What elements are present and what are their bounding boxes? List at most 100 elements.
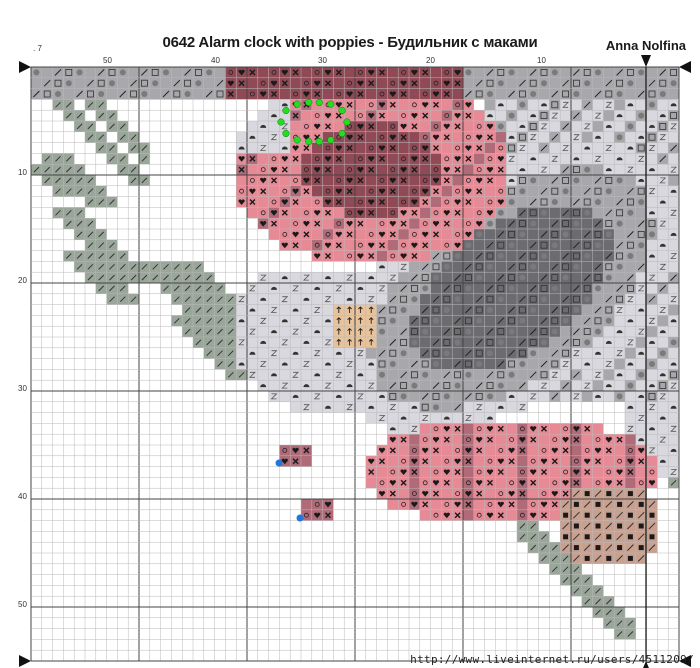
stitch-cell [657, 337, 669, 348]
stitch-symbol-drop [336, 91, 342, 97]
stitch-symbol-heart [303, 177, 310, 184]
stitch-cell [355, 358, 366, 370]
stitch-symbol-cross [422, 501, 429, 508]
stitch-cell [214, 67, 226, 78]
stitch-cell [398, 142, 409, 154]
stitch-symbol-dot [530, 220, 537, 227]
stitch-symbol-heart [454, 156, 461, 162]
stitch-symbol-dome [659, 416, 666, 420]
stitch-cell [538, 347, 550, 359]
stitch-cell [301, 326, 312, 337]
stitch-cell [495, 391, 507, 402]
stitch-symbol-heart [270, 210, 278, 216]
stitch-symbol-heart [443, 80, 450, 87]
stitch-cell [409, 445, 420, 456]
stitch-symbol-dot [616, 134, 623, 141]
stitch-symbol-heart [400, 210, 407, 216]
stitch-symbol-square [540, 69, 548, 76]
stitch-cell [506, 401, 517, 413]
stitch-symbol-slash [475, 382, 483, 389]
stitch-symbol-slash [562, 209, 569, 217]
stitch-symbol-dot [487, 220, 493, 227]
stitch-symbol-slash [76, 220, 83, 227]
stitch-symbol-dot [670, 80, 677, 87]
stitch-cell [646, 261, 658, 273]
stitch-cell [668, 261, 679, 273]
stitch-symbol-drop [249, 177, 255, 183]
stitch-symbol-drop [444, 113, 450, 118]
stitch-cell [301, 509, 312, 521]
stitch-cell [452, 347, 463, 359]
stitch-cell [527, 250, 539, 262]
stitch-symbol-cross [476, 188, 483, 195]
stitch-cell [549, 337, 561, 348]
stitch-symbol-square [605, 176, 613, 184]
stitch-symbol-drop [552, 437, 558, 443]
stitch-symbol-drop [282, 231, 288, 237]
stitch-symbol-drop [293, 91, 299, 97]
stitch-symbol-dome [335, 394, 342, 398]
stitch-symbol-slash [98, 199, 105, 205]
stitch-symbol-slash [87, 253, 94, 259]
stitch-symbol-cross [541, 425, 547, 432]
stitch-cell [311, 196, 323, 208]
stitch-symbol-slash [573, 587, 580, 594]
stitch-cell [506, 121, 517, 132]
stitch-symbol-slash [421, 393, 429, 400]
stitch-symbol-slash [573, 555, 580, 562]
stitch-symbol-drop [487, 199, 493, 205]
stitch-symbol-slash [173, 285, 180, 292]
stitch-symbol-dome [260, 297, 267, 301]
stitch-cell [409, 304, 420, 316]
stitch-symbol-heart [411, 501, 418, 508]
stitch-symbol-dot [541, 296, 547, 303]
stitch-symbol-block [563, 534, 569, 540]
stitch-cell [452, 488, 463, 499]
stitch-symbol-cross [422, 458, 429, 465]
stitch-cell [527, 207, 539, 219]
stitch-symbol-slash [65, 101, 72, 108]
stitch-cell [560, 67, 571, 78]
stitch-cell [268, 142, 280, 154]
stitch-symbol-dome [325, 405, 331, 409]
stitch-cell [473, 391, 485, 402]
stitch-symbol-dot [573, 263, 580, 270]
stitch-symbol-slash [206, 296, 213, 303]
stitch-symbol-slash [163, 263, 169, 270]
stitch-cell [506, 434, 517, 445]
stitch-symbol-z [335, 285, 343, 292]
stitch-cell [603, 239, 615, 251]
stitch-cell [452, 434, 463, 445]
stitch-symbol-z [648, 188, 656, 195]
stitch-symbol-slash [130, 263, 137, 270]
stitch-symbol-dome [249, 351, 256, 355]
stitch-cell [517, 196, 528, 208]
stitch-symbol-slash [87, 274, 94, 281]
stitch-symbol-square [562, 220, 569, 228]
stitch-symbol-drop [325, 231, 331, 237]
stitch-cell [322, 304, 334, 316]
stitch-symbol-square [508, 187, 516, 195]
stitch-cell [538, 445, 550, 456]
stitch-symbol-slash [551, 566, 558, 573]
stitch-symbol-dot [33, 69, 40, 76]
stitch-symbol-dot [119, 69, 126, 76]
stitch-symbol-cross [508, 458, 515, 465]
stitch-cell [419, 477, 431, 489]
stitch-symbol-block [563, 512, 569, 518]
stitch-symbol-drop [563, 469, 568, 475]
stitch-symbol-slash [206, 274, 213, 281]
stitch-symbol-heart [303, 91, 310, 97]
stitch-symbol-dot [595, 328, 601, 335]
stitch-symbol-slash [573, 371, 580, 379]
stitch-symbol-cross [541, 512, 547, 519]
stitch-symbol-cross [519, 447, 526, 454]
stitch-cell [538, 283, 550, 294]
stitch-symbol-arrow [368, 317, 374, 324]
stitch-symbol-dome [487, 114, 493, 118]
stitch-symbol-dot [465, 69, 472, 76]
stitch-symbol-square [605, 90, 613, 98]
stitch-symbol-z [659, 307, 667, 313]
stitch-symbol-slash [43, 79, 51, 87]
stitch-cell [149, 67, 161, 78]
